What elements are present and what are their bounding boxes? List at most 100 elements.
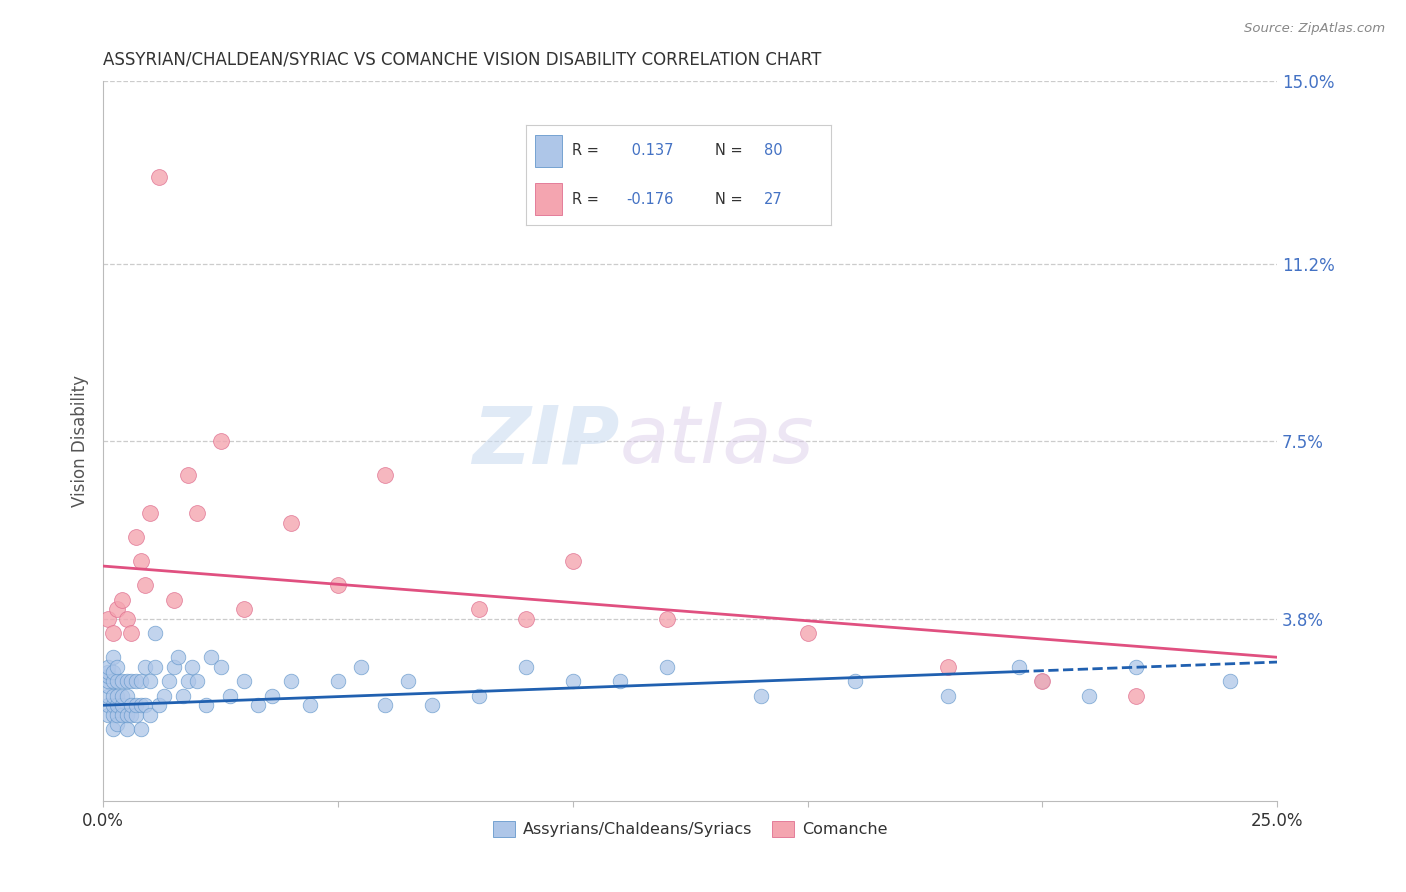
Point	[105, 674, 128, 689]
Point	[468, 689, 491, 703]
Point	[167, 650, 190, 665]
Point	[176, 467, 198, 482]
Point	[111, 707, 134, 722]
Point	[326, 578, 349, 592]
Point	[195, 698, 218, 713]
Point	[115, 612, 138, 626]
Point	[262, 689, 284, 703]
Point	[280, 674, 302, 689]
Point	[139, 674, 162, 689]
Point	[129, 554, 152, 568]
Point	[350, 660, 373, 674]
Point	[97, 669, 120, 683]
Point	[97, 612, 120, 626]
Text: ZIP: ZIP	[472, 402, 620, 480]
Point	[468, 602, 491, 616]
Point	[125, 707, 148, 722]
Point	[97, 707, 120, 722]
Point	[143, 626, 166, 640]
Point	[181, 660, 204, 674]
Point	[101, 626, 124, 640]
Point	[148, 170, 170, 185]
Point	[209, 660, 232, 674]
Point	[101, 689, 124, 703]
Point	[101, 650, 124, 665]
Point	[101, 665, 124, 679]
Point	[186, 674, 208, 689]
Point	[374, 698, 396, 713]
Point	[120, 707, 142, 722]
Point	[115, 707, 138, 722]
Point	[134, 578, 156, 592]
Point	[1031, 674, 1053, 689]
Point	[105, 717, 128, 731]
Point	[139, 506, 162, 520]
Point	[105, 602, 128, 616]
Point	[101, 698, 124, 713]
Point	[129, 674, 152, 689]
Point	[298, 698, 321, 713]
Point	[186, 506, 208, 520]
Text: atlas: atlas	[620, 402, 814, 480]
Point	[219, 689, 242, 703]
Y-axis label: Vision Disability: Vision Disability	[72, 376, 89, 508]
Point	[111, 674, 134, 689]
Point	[172, 689, 194, 703]
Point	[655, 660, 678, 674]
Point	[938, 660, 960, 674]
Text: Source: ZipAtlas.com: Source: ZipAtlas.com	[1244, 22, 1385, 36]
Point	[120, 674, 142, 689]
Point	[1125, 660, 1147, 674]
Point	[134, 698, 156, 713]
Point	[1125, 689, 1147, 703]
Point	[101, 674, 124, 689]
Point	[129, 698, 152, 713]
Point	[1031, 674, 1053, 689]
Point	[105, 660, 128, 674]
Point	[115, 723, 138, 737]
Point	[515, 660, 537, 674]
Point	[129, 723, 152, 737]
Point	[162, 592, 184, 607]
Point	[655, 612, 678, 626]
Point	[280, 516, 302, 530]
Point	[1078, 689, 1101, 703]
Point	[396, 674, 419, 689]
Point	[1219, 674, 1241, 689]
Point	[125, 530, 148, 544]
Text: ASSYRIAN/CHALDEAN/SYRIAC VS COMANCHE VISION DISABILITY CORRELATION CHART: ASSYRIAN/CHALDEAN/SYRIAC VS COMANCHE VIS…	[103, 51, 821, 69]
Point	[97, 665, 120, 679]
Point	[157, 674, 180, 689]
Point	[101, 723, 124, 737]
Point	[233, 674, 256, 689]
Legend: Assyrians/Chaldeans/Syriacs, Comanche: Assyrians/Chaldeans/Syriacs, Comanche	[486, 814, 894, 844]
Point	[125, 698, 148, 713]
Point	[139, 707, 162, 722]
Point	[749, 689, 772, 703]
Point	[105, 698, 128, 713]
Point	[97, 679, 120, 693]
Point	[111, 592, 134, 607]
Point	[111, 698, 134, 713]
Point	[111, 689, 134, 703]
Point	[609, 674, 631, 689]
Point	[120, 698, 142, 713]
Point	[153, 689, 176, 703]
Point	[374, 467, 396, 482]
Point	[105, 689, 128, 703]
Point	[200, 650, 222, 665]
Point	[162, 660, 184, 674]
Point	[326, 674, 349, 689]
Point	[176, 674, 198, 689]
Point	[120, 626, 142, 640]
Point	[561, 554, 583, 568]
Point	[101, 707, 124, 722]
Point	[515, 612, 537, 626]
Point	[796, 626, 818, 640]
Point	[209, 434, 232, 449]
Point	[233, 602, 256, 616]
Point	[97, 689, 120, 703]
Point	[143, 660, 166, 674]
Point	[844, 674, 866, 689]
Point	[561, 674, 583, 689]
